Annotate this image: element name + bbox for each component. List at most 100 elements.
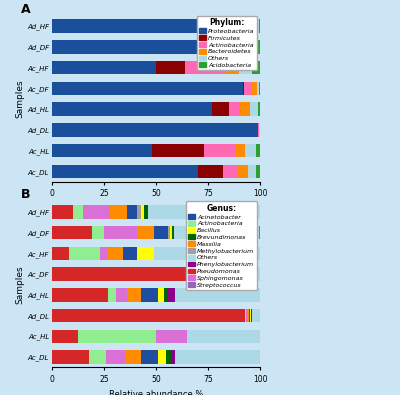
Bar — [170, 350, 175, 364]
Bar — [225, 267, 260, 281]
Bar — [251, 309, 252, 322]
Bar — [243, 82, 244, 95]
Bar — [154, 226, 168, 239]
Y-axis label: Samples: Samples — [15, 79, 24, 118]
Bar — [52, 82, 243, 95]
Bar — [137, 246, 154, 260]
Bar — [224, 267, 225, 281]
Bar — [90, 350, 106, 364]
Bar — [123, 246, 137, 260]
Bar — [168, 288, 175, 301]
Bar — [204, 144, 235, 157]
Bar — [52, 205, 73, 218]
Bar — [221, 267, 222, 281]
Bar — [246, 144, 256, 157]
Bar — [125, 350, 142, 364]
Bar — [212, 102, 229, 116]
Bar — [248, 309, 250, 322]
Bar — [52, 288, 108, 301]
Bar — [218, 267, 220, 281]
Bar — [108, 246, 123, 260]
Bar — [154, 246, 260, 260]
Bar — [52, 19, 252, 33]
Bar — [257, 82, 259, 95]
Bar — [52, 309, 246, 322]
Bar — [52, 329, 78, 343]
Bar — [259, 19, 260, 33]
Bar — [148, 205, 260, 218]
Bar — [222, 165, 237, 178]
Bar — [104, 226, 137, 239]
Bar — [239, 61, 252, 74]
Bar — [253, 19, 255, 33]
Y-axis label: Samples: Samples — [15, 265, 24, 304]
X-axis label: Relative abundance %: Relative abundance % — [109, 389, 203, 395]
Bar — [78, 329, 156, 343]
Bar — [142, 288, 158, 301]
Bar — [137, 226, 154, 239]
Bar — [259, 123, 260, 137]
Bar — [257, 19, 259, 33]
Bar — [244, 82, 251, 95]
Bar — [127, 205, 137, 218]
Bar — [52, 102, 212, 116]
Bar — [251, 82, 257, 95]
Bar — [156, 329, 187, 343]
Bar — [224, 40, 257, 54]
Bar — [166, 350, 170, 364]
Bar — [52, 350, 90, 364]
Bar — [223, 267, 224, 281]
Bar — [248, 165, 256, 178]
Bar — [142, 350, 158, 364]
Bar — [168, 226, 170, 239]
Bar — [137, 205, 142, 218]
Bar — [258, 123, 259, 137]
Bar — [237, 165, 248, 178]
Bar — [92, 226, 104, 239]
Bar — [52, 40, 206, 54]
Bar — [73, 205, 83, 218]
Bar — [206, 40, 207, 54]
Bar — [256, 165, 260, 178]
Bar — [252, 309, 260, 322]
Text: B: B — [21, 188, 30, 201]
Bar — [175, 350, 260, 364]
Bar — [246, 309, 248, 322]
Bar — [164, 288, 168, 301]
Bar — [116, 288, 127, 301]
Bar — [142, 205, 144, 218]
Bar — [106, 350, 125, 364]
Bar — [172, 226, 174, 239]
Bar — [83, 205, 110, 218]
Legend: Acinetobacter, Actinobacteria, Bacillus, Brevundimonas, Massilia, Methylobacteri: Acinetobacter, Actinobacteria, Bacillus,… — [186, 201, 257, 290]
Bar — [52, 144, 152, 157]
Bar — [52, 267, 218, 281]
Bar — [252, 19, 253, 33]
X-axis label: Relative abundance %: Relative abundance % — [109, 204, 203, 213]
Bar — [110, 205, 127, 218]
Bar — [225, 61, 239, 74]
Bar — [215, 40, 224, 54]
Bar — [108, 288, 116, 301]
Bar — [220, 267, 221, 281]
Bar — [100, 246, 108, 260]
Bar — [229, 102, 239, 116]
Bar — [198, 165, 222, 178]
Text: A: A — [21, 2, 30, 15]
Bar — [250, 102, 258, 116]
Bar — [69, 246, 100, 260]
Bar — [170, 226, 172, 239]
Bar — [256, 144, 260, 157]
Bar — [156, 61, 185, 74]
Bar — [252, 61, 260, 74]
Bar — [185, 61, 225, 74]
Bar — [257, 40, 260, 54]
Bar — [259, 226, 260, 239]
Bar — [222, 267, 223, 281]
Bar — [52, 226, 92, 239]
Bar — [152, 144, 204, 157]
Bar — [158, 350, 166, 364]
Bar — [158, 288, 164, 301]
Bar — [52, 246, 69, 260]
Bar — [52, 61, 156, 74]
